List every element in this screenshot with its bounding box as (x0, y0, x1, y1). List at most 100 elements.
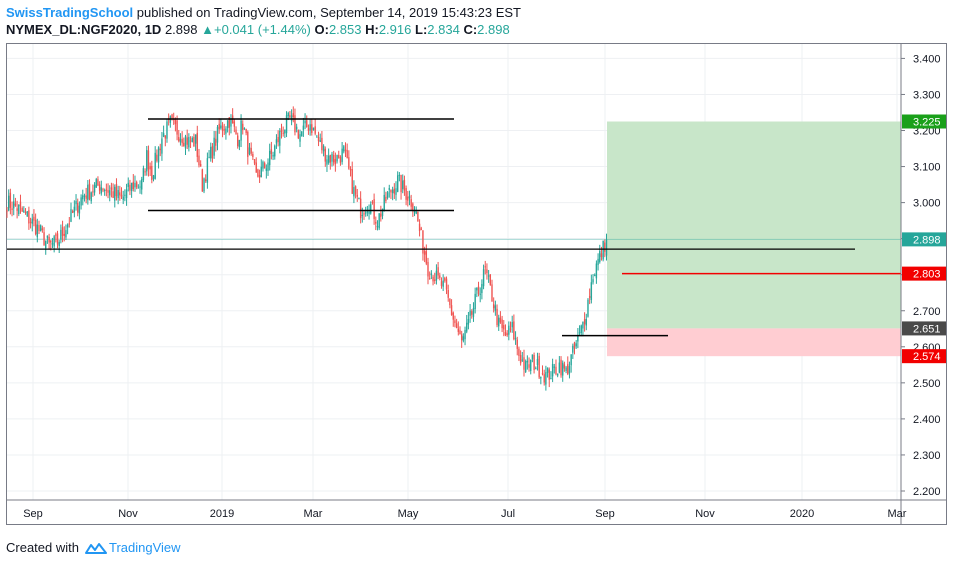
x-tick-label: 2019 (210, 508, 234, 520)
candle-body (166, 121, 168, 139)
candle-body (171, 114, 173, 119)
candle-body (258, 175, 261, 178)
candle-body (243, 128, 246, 130)
badge-target-label: 3.225 (913, 117, 941, 129)
candle-body (442, 280, 444, 287)
candle-body (316, 136, 318, 138)
candle-body (151, 165, 153, 181)
candle-body (390, 189, 392, 193)
candle-body (24, 211, 27, 214)
candle-body (396, 175, 399, 192)
candle-body (528, 364, 530, 368)
candle-body (423, 251, 426, 255)
candle-body (29, 221, 32, 223)
candle-body (117, 190, 119, 199)
candle-body (83, 195, 86, 197)
candle-body (230, 118, 232, 127)
candle-body (46, 235, 49, 238)
candle-body (376, 225, 379, 228)
candle-body (92, 191, 94, 193)
candle-body (285, 115, 288, 134)
y-tick-label: 3.000 (913, 198, 941, 210)
footer: Created with TradingView (6, 540, 181, 555)
created-with-label: Created with (6, 540, 79, 555)
candle-body (301, 131, 303, 137)
candle-body (460, 334, 463, 341)
publication-line: SwissTradingSchool published on TradingV… (6, 5, 521, 20)
candle-body (201, 169, 204, 192)
candle-body (137, 187, 140, 189)
candle-body (476, 287, 478, 291)
candle-body (326, 159, 328, 165)
symbol-label: NYMEX_DL:NGF2020, 1D (6, 22, 162, 37)
candle-body (572, 345, 574, 353)
candle-body (70, 209, 72, 222)
candle-body (489, 274, 492, 285)
candle-body (267, 162, 269, 171)
candle-body (289, 115, 291, 118)
candle-body (472, 308, 475, 317)
candle-body (452, 312, 454, 320)
candle-body (322, 145, 325, 152)
candle-body (181, 138, 183, 144)
candle-body (550, 378, 552, 380)
candle-body (567, 364, 569, 375)
candle-body (14, 203, 17, 206)
candle-body (471, 311, 473, 315)
candle-body (154, 152, 156, 179)
badge-last-price (902, 232, 946, 247)
candle-body (590, 282, 593, 300)
candle-body (311, 124, 313, 133)
candle-body (223, 129, 225, 131)
candle-body (120, 194, 123, 197)
candle-body (220, 125, 222, 129)
candle-body (486, 269, 488, 274)
close-value: 2.898 (477, 22, 510, 37)
candle-body (21, 207, 23, 212)
candle-body (479, 293, 481, 295)
candle-body (588, 296, 591, 298)
candle-body (237, 135, 239, 147)
candle-body (294, 115, 296, 133)
candle-body (391, 189, 394, 194)
author-name[interactable]: SwissTradingSchool (6, 5, 134, 20)
candle-body (255, 162, 257, 173)
candle-body (437, 267, 439, 276)
candle-body (408, 196, 411, 199)
candle-body (221, 125, 224, 132)
candle-body (68, 223, 71, 225)
candle-body (538, 355, 540, 378)
candle-body (82, 195, 84, 200)
candle-body (530, 359, 532, 371)
candle-body (146, 149, 148, 172)
candle-body (496, 308, 498, 326)
candle-body (290, 115, 293, 121)
candle-body (100, 187, 103, 194)
candle-body (161, 138, 163, 154)
candle-body (211, 146, 214, 159)
candle-body (23, 210, 25, 212)
candle-body (132, 181, 134, 190)
candle-body (77, 203, 79, 213)
candle-body (284, 129, 286, 134)
candle-body (531, 354, 534, 360)
candle-body (508, 325, 510, 335)
candle-body (587, 299, 589, 317)
candle-body (339, 157, 342, 163)
candle-body (60, 229, 62, 240)
candle-body (115, 183, 118, 197)
candle-body (543, 374, 545, 383)
candle-body (157, 147, 160, 163)
candle-body (388, 188, 390, 190)
candle-body (306, 120, 308, 128)
candle-body (368, 211, 370, 214)
badge-entry (902, 321, 946, 336)
candle-body (129, 184, 131, 191)
candle-body (317, 137, 320, 142)
candle-body (282, 132, 284, 134)
candle-body (359, 198, 362, 219)
candle-body (53, 236, 55, 247)
candle-body (36, 224, 39, 238)
tradingview-link[interactable]: TradingView (108, 540, 181, 555)
